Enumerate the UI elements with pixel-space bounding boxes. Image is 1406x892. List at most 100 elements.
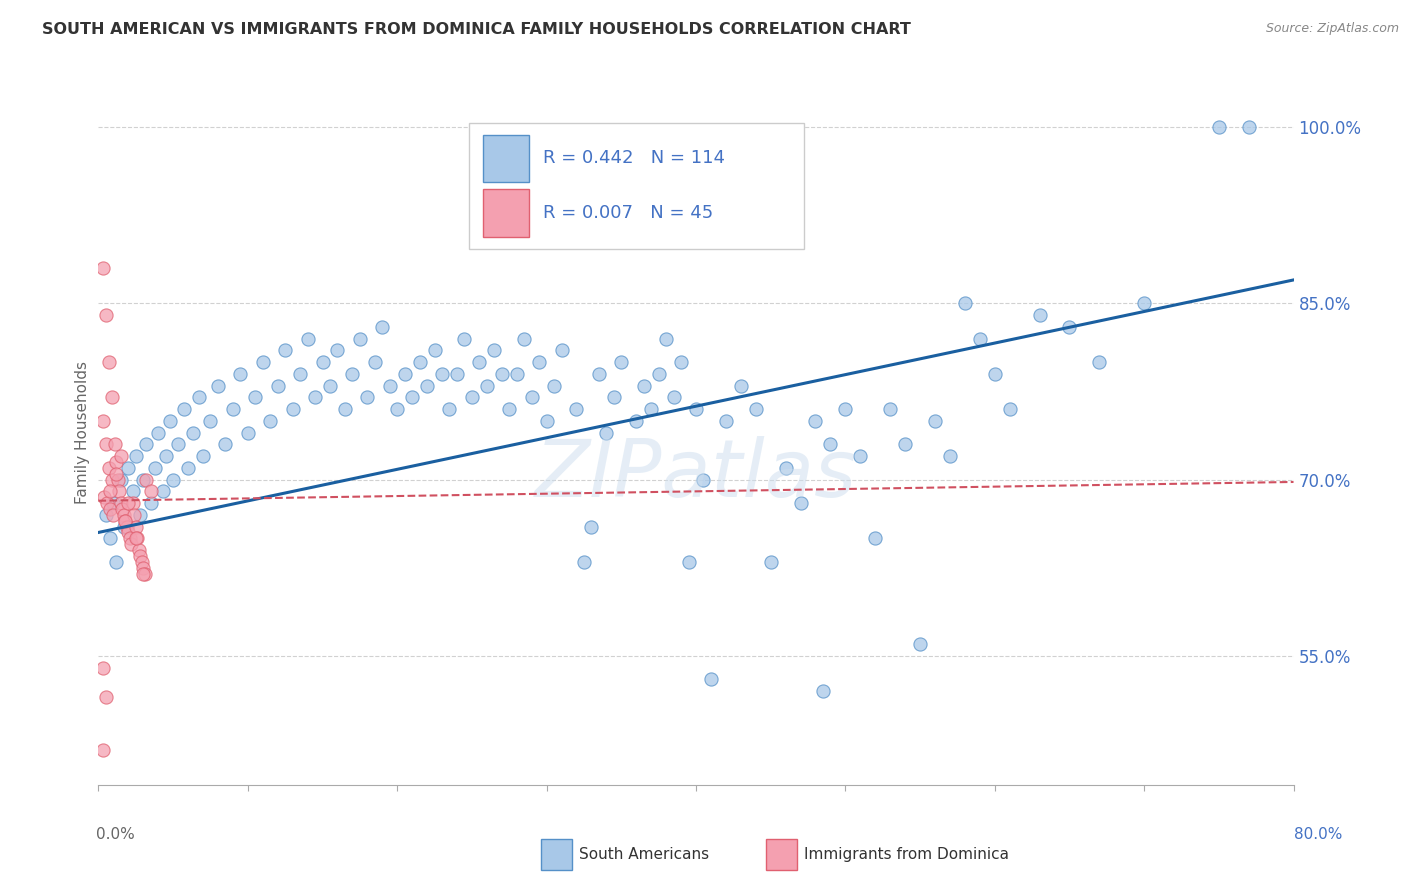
Text: South Americans: South Americans [579, 847, 710, 862]
Point [1088, 355, 1111, 369]
Point [162, 473, 184, 487]
Point [91, 414, 114, 428]
Point [98, 532, 122, 546]
Point [104, 437, 127, 451]
Point [1133, 296, 1156, 310]
Text: ZIPatlas: ZIPatlas [534, 436, 858, 514]
Y-axis label: Family Households: Family Households [75, 361, 90, 504]
Point [155, 449, 177, 463]
Point [214, 437, 236, 451]
Point [446, 367, 468, 381]
Point [572, 555, 595, 569]
Point [124, 508, 146, 522]
Point [125, 449, 148, 463]
Point [274, 343, 297, 358]
Point [378, 378, 401, 392]
Point [98, 502, 122, 516]
Point [132, 566, 155, 581]
Point [139, 484, 162, 499]
Point [998, 402, 1021, 417]
Point [565, 402, 588, 417]
Point [129, 549, 152, 563]
Point [107, 473, 129, 487]
Point [131, 555, 153, 569]
Point [111, 502, 134, 516]
Text: SOUTH AMERICAN VS IMMIGRANTS FROM DOMINICA FAMILY HOUSEHOLDS CORRELATION CHART: SOUTH AMERICAN VS IMMIGRANTS FROM DOMINI… [42, 22, 911, 37]
Point [804, 414, 827, 428]
Point [811, 684, 834, 698]
Point [252, 355, 274, 369]
Point [385, 402, 409, 417]
Point [101, 473, 124, 487]
Point [125, 519, 148, 533]
Point [595, 425, 617, 440]
Point [152, 484, 174, 499]
Point [281, 402, 304, 417]
Point [423, 343, 446, 358]
Point [603, 391, 626, 405]
Point [118, 532, 141, 546]
Point [969, 332, 991, 346]
Point [468, 355, 491, 369]
Point [879, 402, 901, 417]
Point [97, 461, 120, 475]
Point [110, 496, 132, 510]
Point [98, 484, 122, 499]
Point [626, 414, 648, 428]
Point [128, 543, 150, 558]
Point [333, 402, 356, 417]
Point [166, 437, 188, 451]
Point [181, 425, 204, 440]
Point [135, 473, 157, 487]
Point [894, 437, 917, 451]
Point [461, 391, 484, 405]
Point [288, 367, 311, 381]
Point [475, 378, 498, 392]
Point [267, 378, 290, 392]
Point [610, 355, 633, 369]
Point [304, 391, 326, 405]
Point [121, 496, 143, 510]
Point [129, 508, 152, 522]
Point [536, 414, 558, 428]
Point [484, 343, 506, 358]
Point [759, 555, 782, 569]
Point [94, 690, 117, 704]
Point [125, 532, 148, 546]
Point [633, 378, 655, 392]
Point [94, 308, 117, 322]
Point [371, 320, 394, 334]
Point [550, 343, 572, 358]
Point [117, 525, 139, 540]
Point [849, 449, 872, 463]
Point [173, 402, 195, 417]
Point [1028, 308, 1050, 322]
Point [401, 391, 423, 405]
Text: R = 0.442   N = 114: R = 0.442 N = 114 [543, 150, 725, 168]
Text: 0.0%: 0.0% [96, 827, 135, 842]
Point [236, 425, 259, 440]
Point [148, 425, 170, 440]
Point [187, 391, 209, 405]
Point [669, 355, 692, 369]
Point [115, 519, 138, 533]
Point [117, 496, 139, 510]
Point [1059, 320, 1081, 334]
Point [924, 414, 946, 428]
Point [105, 555, 128, 569]
Point [103, 508, 125, 522]
Point [581, 519, 603, 533]
Point [364, 355, 387, 369]
Point [101, 391, 124, 405]
Point [96, 496, 118, 510]
Point [953, 296, 976, 310]
Point [132, 473, 155, 487]
Point [1208, 120, 1230, 135]
Point [222, 402, 245, 417]
FancyBboxPatch shape [484, 135, 529, 183]
Point [110, 473, 132, 487]
Point [91, 660, 114, 674]
Point [93, 490, 115, 504]
Point [834, 402, 856, 417]
Point [543, 378, 565, 392]
